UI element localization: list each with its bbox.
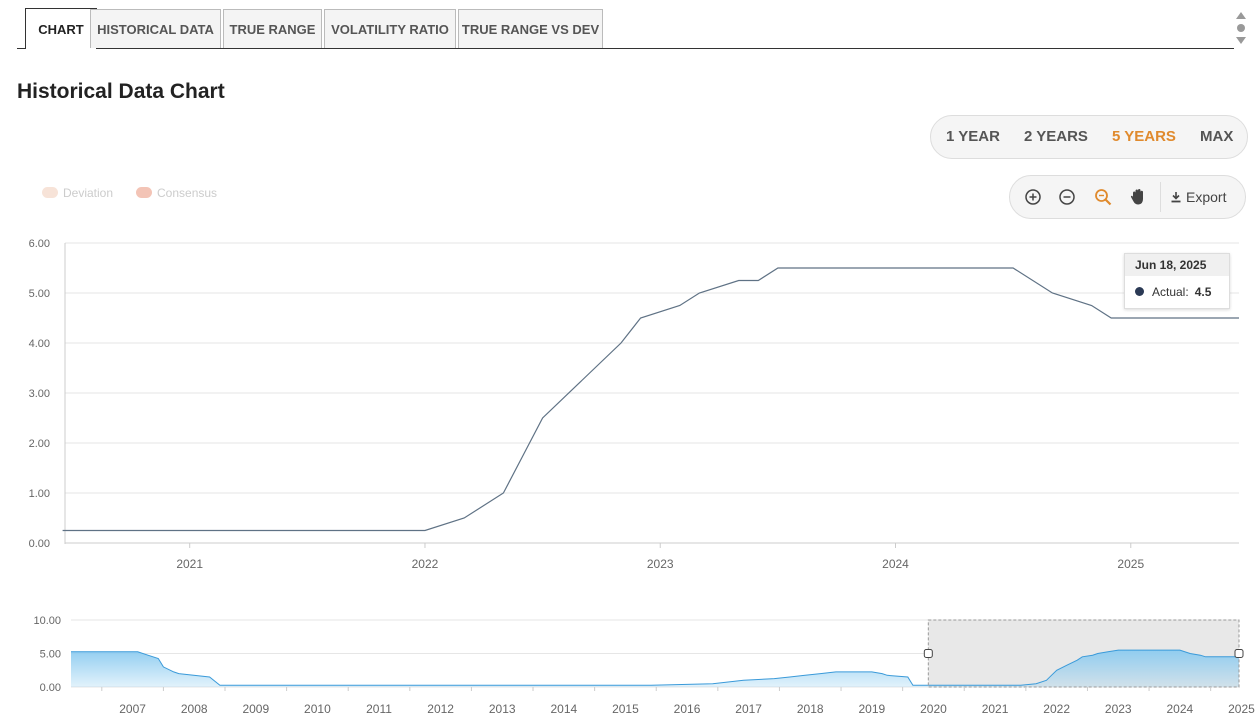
x-tick-label: 2022 bbox=[412, 557, 439, 571]
x-tick-label: 2021 bbox=[176, 557, 203, 571]
navigator-left-handle bbox=[923, 649, 933, 658]
navigator-area bbox=[71, 650, 1239, 687]
nav-x-tick-label: 2011 bbox=[366, 702, 392, 716]
y-tick-label: 4.00 bbox=[29, 338, 50, 350]
tab-volatility-ratio[interactable]: VOLATILITY RATIO bbox=[324, 9, 456, 48]
main-line-chart[interactable]: 0.00 1.00 2.00 3.00 4.00 5.00 6.00 2021 2022 2023… bbox=[0, 230, 1257, 585]
y-tick-label: 3.00 bbox=[29, 388, 50, 400]
nav-x-tick-label: 2007 bbox=[119, 702, 146, 716]
tooltip-row: Actual: 4.5 bbox=[1125, 276, 1229, 308]
nav-x-tick-label: 2013 bbox=[489, 702, 516, 716]
export-label: Export bbox=[1186, 189, 1227, 205]
actual-series-line bbox=[62, 267, 1239, 532]
pan-button[interactable] bbox=[1127, 186, 1149, 208]
nav-y-tick-label: 0.00 bbox=[40, 682, 61, 694]
tooltip-label: Actual: bbox=[1152, 285, 1189, 299]
nav-x-tick-label: 2009 bbox=[242, 702, 269, 716]
nav-x-tick-label: 2012 bbox=[427, 702, 454, 716]
y-tick-label: 1.00 bbox=[29, 488, 50, 500]
nav-x-tick-label: 2021 bbox=[982, 702, 1009, 716]
nav-x-tick-label: 2025 bbox=[1228, 702, 1255, 716]
x-tick-label: 2024 bbox=[882, 557, 909, 571]
zoom-in-button[interactable] bbox=[1022, 186, 1044, 208]
range-5-years-button[interactable]: 5 YEARS bbox=[1112, 128, 1176, 145]
toolbar-divider bbox=[1160, 182, 1161, 212]
zoom-select-button[interactable] bbox=[1092, 186, 1114, 208]
nav-x-tick-label: 2019 bbox=[858, 702, 885, 716]
tab-historical-data[interactable]: HISTORICAL DATA bbox=[90, 9, 221, 48]
nav-x-tick-label: 2010 bbox=[304, 702, 331, 716]
legend-consensus[interactable]: Consensus bbox=[136, 186, 217, 200]
consensus-swatch bbox=[136, 187, 152, 198]
legend-deviation-label: Deviation bbox=[63, 186, 114, 200]
nav-y-tick-label: 10.00 bbox=[33, 615, 61, 627]
nav-x-tick-label: 2016 bbox=[674, 702, 701, 716]
legend-deviation[interactable]: Deviation bbox=[42, 186, 113, 200]
chart-toolbar: Export bbox=[1009, 175, 1246, 219]
tooltip-date: Jun 18, 2025 bbox=[1125, 254, 1229, 276]
y-tick-label: 6.00 bbox=[29, 238, 50, 250]
nav-x-tick-label: 2022 bbox=[1043, 702, 1070, 716]
navigator-chart[interactable]: 0.00 5.00 10.00 2007 2008 2009 2010 2011 2012 201… bbox=[0, 605, 1257, 725]
nav-x-tick-label: 2018 bbox=[797, 702, 824, 716]
zoom-in-icon bbox=[1025, 189, 1041, 205]
nav-x-tick-label: 2015 bbox=[612, 702, 639, 716]
navigator-right-handle bbox=[1234, 649, 1244, 658]
nav-x-tick-label: 2023 bbox=[1105, 702, 1132, 716]
zoom-out-button[interactable] bbox=[1056, 186, 1078, 208]
x-tick-label: 2025 bbox=[1117, 557, 1144, 571]
zoom-select-icon bbox=[1095, 189, 1112, 206]
nav-x-tick-label: 2014 bbox=[550, 702, 577, 716]
range-1-year-button[interactable]: 1 YEAR bbox=[946, 128, 1000, 145]
nav-x-tick-label: 2008 bbox=[181, 702, 208, 716]
y-tick-label: 0.00 bbox=[29, 538, 50, 550]
x-tick-label: 2023 bbox=[647, 557, 674, 571]
range-selector: 1 YEAR 2 YEARS 5 YEARS MAX bbox=[930, 115, 1248, 159]
chart-tooltip: Jun 18, 2025 Actual: 4.5 bbox=[1124, 253, 1230, 309]
zoom-out-icon bbox=[1059, 189, 1075, 205]
range-2-years-button[interactable]: 2 YEARS bbox=[1024, 128, 1088, 145]
nav-x-tick-label: 2020 bbox=[920, 702, 947, 716]
range-max-button[interactable]: MAX bbox=[1200, 128, 1234, 145]
nav-y-tick-label: 5.00 bbox=[40, 649, 61, 661]
y-tick-label: 2.00 bbox=[29, 438, 50, 450]
page-title: Historical Data Chart bbox=[17, 80, 225, 103]
download-icon bbox=[1171, 192, 1181, 203]
navigator-line bbox=[71, 649, 1239, 686]
y-tick-label: 5.00 bbox=[29, 288, 50, 300]
export-button[interactable]: Export bbox=[1170, 176, 1226, 218]
legend-consensus-label: Consensus bbox=[157, 186, 218, 200]
deviation-swatch bbox=[42, 187, 58, 198]
nav-x-tick-label: 2024 bbox=[1167, 702, 1194, 716]
tooltip-series-dot bbox=[1135, 287, 1144, 296]
tab-scroll-control[interactable] bbox=[1234, 10, 1248, 46]
pan-hand-icon bbox=[1130, 189, 1143, 205]
nav-x-tick-label: 2017 bbox=[735, 702, 762, 716]
tab-bar: CHART HISTORICAL DATA TRUE RANGE VOLATIL… bbox=[17, 8, 1234, 49]
scroll-arrows-icon bbox=[1236, 12, 1246, 44]
tab-chart[interactable]: CHART bbox=[25, 8, 97, 49]
tab-true-range-vs-dev[interactable]: TRUE RANGE VS DEV bbox=[458, 9, 603, 48]
tab-true-range[interactable]: TRUE RANGE bbox=[223, 9, 322, 48]
tooltip-value: 4.5 bbox=[1194, 285, 1212, 299]
